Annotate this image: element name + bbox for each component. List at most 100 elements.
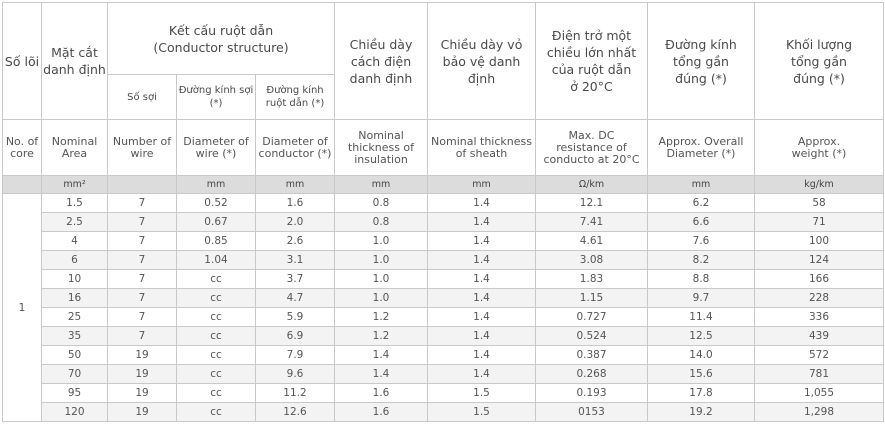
cell-area: 35 [41, 326, 108, 346]
cell-wire-count: 7 [107, 250, 177, 270]
cell-weight: 336 [754, 307, 884, 327]
cell-resistance: 0.524 [535, 326, 648, 346]
cell-resistance: 3.08 [535, 250, 648, 270]
cell-wire-count: 7 [107, 231, 177, 251]
cell-resistance: 12.1 [535, 193, 648, 213]
cell-insulation: 1.0 [334, 231, 428, 251]
cell-diameter: 8.2 [647, 250, 755, 270]
unit-cell-weight: kg/km [754, 175, 884, 194]
cell-insulation: 0.8 [334, 193, 428, 213]
cell-sheath: 1.4 [427, 231, 536, 251]
cell-diameter: 14.0 [647, 345, 755, 365]
cell-wire-diameter: cc [176, 307, 256, 327]
cell-wire-diameter: cc [176, 326, 256, 346]
header-core-vn: Số lõi [2, 2, 42, 120]
cell-wire-diameter: cc [176, 402, 256, 422]
cell-area: 70 [41, 364, 108, 384]
cell-weight: 100 [754, 231, 884, 251]
cell-resistance: 4.61 [535, 231, 648, 251]
cell-insulation: 1.6 [334, 402, 428, 422]
cell-diameter: 6.6 [647, 212, 755, 232]
cell-wire-count: 19 [107, 402, 177, 422]
cell-weight: 781 [754, 364, 884, 384]
cell-insulation: 1.2 [334, 307, 428, 327]
cell-conductor-diameter: 11.2 [255, 383, 335, 403]
table-row: 95 19 cc 11.2 1.6 1.5 0.193 17.8 1,055 [3, 383, 884, 403]
cell-weight: 228 [754, 288, 884, 308]
data-body: 1 1.5 7 0.52 1.6 0.8 1.4 12.1 6.2 58 2.5 7 0.67 2.0 0.… [2, 193, 884, 422]
header-resistance-en: Max. DC resistance of conducto at 20°C [535, 119, 648, 176]
cell-conductor-diameter: 12.6 [255, 402, 335, 422]
cell-insulation: 1.0 [334, 288, 428, 308]
cell-sheath: 1.4 [427, 288, 536, 308]
cell-wire-diameter: cc [176, 269, 256, 289]
table-row: 35 7 cc 6.9 1.2 1.4 0.524 12.5 439 [3, 326, 884, 346]
cell-area: 25 [41, 307, 108, 327]
cell-resistance: 0.387 [535, 345, 648, 365]
cell-wire-count: 19 [107, 383, 177, 403]
header-structure: Kết cấu ruột dẫn (Conductor structure) [107, 2, 335, 75]
cell-wire-count: 7 [107, 269, 177, 289]
cell-weight: 1,055 [754, 383, 884, 403]
cell-wire-diameter: 1.04 [176, 250, 256, 270]
header-conductor-diameter-en: Diameter of conductor (*) [255, 119, 335, 176]
cell-wire-count: 7 [107, 193, 177, 213]
table-row: 25 7 cc 5.9 1.2 1.4 0.727 11.4 336 [3, 307, 884, 327]
table-row: 10 7 cc 3.7 1.0 1.4 1.83 8.8 166 [3, 269, 884, 289]
cell-sheath: 1.4 [427, 212, 536, 232]
unit-cell-insulation: mm [334, 175, 428, 194]
header-area-vn: Mặt cắt danh định [41, 2, 108, 120]
cell-weight: 166 [754, 269, 884, 289]
cell-conductor-diameter: 3.7 [255, 269, 335, 289]
cell-diameter: 17.8 [647, 383, 755, 403]
cell-wire-count: 19 [107, 364, 177, 384]
cell-conductor-diameter: 5.9 [255, 307, 335, 327]
cell-area: 4 [41, 231, 108, 251]
cell-area: 120 [41, 402, 108, 422]
unit-cell-area: mm² [41, 175, 108, 194]
cell-area: 2.5 [41, 212, 108, 232]
cell-resistance: 0.193 [535, 383, 648, 403]
header-area-en: Nominal Area [41, 119, 108, 176]
cell-wire-count: 7 [107, 326, 177, 346]
header-wire-count-en: Number of wire [107, 119, 177, 176]
cell-diameter: 8.8 [647, 269, 755, 289]
header-structure-vn: Kết cấu ruột dẫn [168, 22, 274, 38]
header-structure-en: (Conductor structure) [153, 39, 289, 55]
cell-diameter: 6.2 [647, 193, 755, 213]
header-wire-diameter-vn: Đường kính sợi (*) [176, 74, 256, 120]
cell-wire-diameter: cc [176, 288, 256, 308]
cell-resistance: 0153 [535, 402, 648, 422]
cell-conductor-diameter: 2.0 [255, 212, 335, 232]
cell-area: 10 [41, 269, 108, 289]
table-row: 6 7 1.04 3.1 1.0 1.4 3.08 8.2 124 [3, 250, 884, 270]
cell-sheath: 1.4 [427, 250, 536, 270]
cell-resistance: 7.41 [535, 212, 648, 232]
cell-resistance: 1.15 [535, 288, 648, 308]
cell-weight: 124 [754, 250, 884, 270]
cell-insulation: 1.2 [334, 326, 428, 346]
table-row: 4 7 0.85 2.6 1.0 1.4 4.61 7.6 100 [3, 231, 884, 251]
unit-cell-sheath: mm [427, 175, 536, 194]
cell-diameter: 15.6 [647, 364, 755, 384]
cell-area: 16 [41, 288, 108, 308]
cell-conductor-diameter: 3.1 [255, 250, 335, 270]
cell-diameter: 9.7 [647, 288, 755, 308]
cell-conductor-diameter: 7.9 [255, 345, 335, 365]
cell-conductor-diameter: 2.6 [255, 231, 335, 251]
cell-area: 50 [41, 345, 108, 365]
table-row: 70 19 cc 9.6 1.4 1.4 0.268 15.6 781 [3, 364, 884, 384]
header-insulation-vn: Chiều dày cách điện danh định [334, 2, 428, 120]
cell-diameter: 7.6 [647, 231, 755, 251]
cell-weight: 439 [754, 326, 884, 346]
cell-insulation: 1.0 [334, 250, 428, 270]
header-conductor-diameter-vn: Đường kính ruột dẫn (*) [255, 74, 335, 120]
header-insulation-en: Nominal thickness of insulation [334, 119, 428, 176]
cell-insulation: 1.0 [334, 269, 428, 289]
cell-area: 1.5 [41, 193, 108, 213]
header-wire-diameter-en: Diameter of wire (*) [176, 119, 256, 176]
cell-sheath: 1.4 [427, 326, 536, 346]
cell-sheath: 1.4 [427, 307, 536, 327]
table-row: 1 1.5 7 0.52 1.6 0.8 1.4 12.1 6.2 58 [2, 193, 884, 422]
header-sheath-vn: Chiều dày vỏ bảo vệ danh định [427, 2, 536, 120]
